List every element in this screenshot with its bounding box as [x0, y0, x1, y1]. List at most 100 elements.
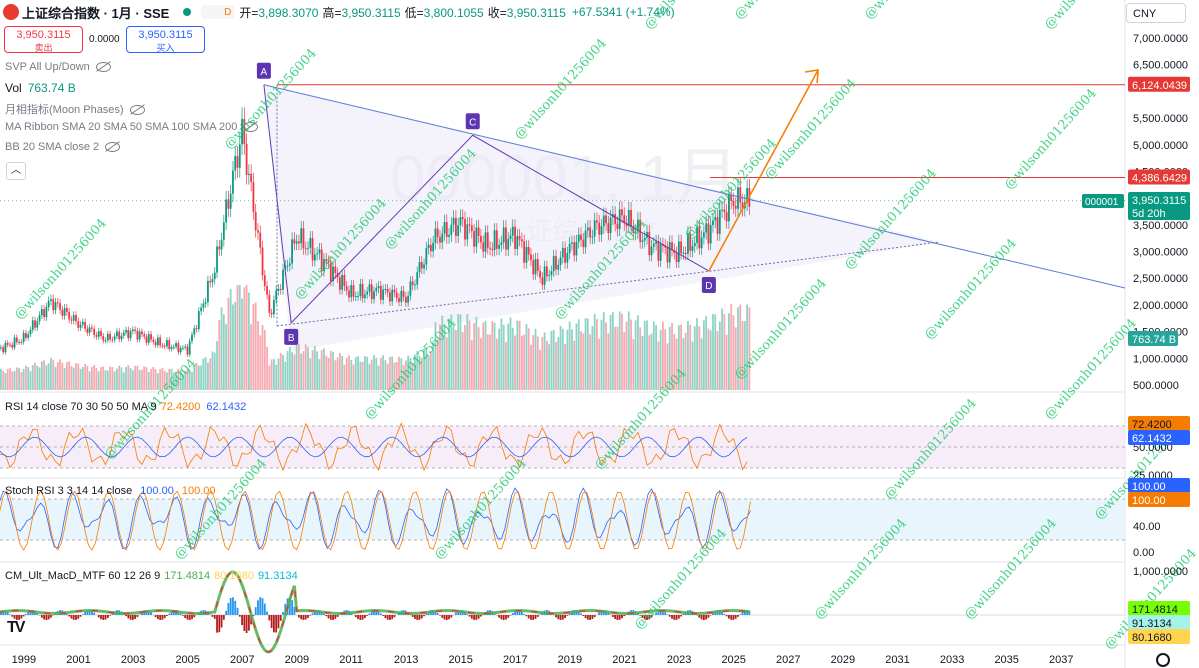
macd-histogram-bar — [582, 615, 585, 616]
price-axis-label: 5,000.0000 — [1133, 140, 1188, 152]
volume-bar — [721, 308, 723, 390]
macd-histogram-bar — [288, 597, 291, 615]
candle-body — [357, 295, 359, 297]
volume-bar — [2, 371, 5, 390]
volume-bar — [500, 318, 503, 390]
candle-body — [168, 340, 171, 350]
candle-body — [659, 244, 662, 261]
macd-histogram-bar — [623, 615, 626, 617]
volume-bar — [730, 304, 733, 390]
indicator-moon-phases[interactable]: 月相指标(Moon Phases) — [5, 101, 145, 117]
svg-text:62.1432: 62.1432 — [1132, 433, 1172, 445]
macd-histogram-bar — [643, 615, 646, 620]
candle-body — [495, 230, 498, 249]
price-axis-label: 2,000.0000 — [1133, 300, 1188, 312]
macd-histogram-bar — [668, 615, 671, 617]
stoch-rsi-legend[interactable]: Stoch RSI 3 3 14 14 close 100.00 100.00 — [5, 485, 216, 497]
volume-bar — [375, 357, 378, 390]
volume-bar — [125, 367, 127, 390]
macd-histogram-bar — [284, 603, 287, 615]
macd-histogram-bar — [234, 600, 237, 615]
macd-histogram-bar — [359, 615, 362, 620]
volume-bar — [737, 307, 739, 390]
volume-bar — [25, 365, 27, 390]
volume-bar — [145, 367, 148, 390]
macd-histogram-bar — [150, 612, 152, 615]
volume-bar — [689, 324, 692, 390]
currency-selector[interactable]: CNY — [1126, 3, 1186, 23]
volume-bar — [486, 334, 489, 390]
eye-hidden-icon[interactable] — [105, 142, 121, 153]
candle-body — [450, 224, 453, 235]
buy-button[interactable]: 3,950.3115 买入 — [126, 26, 205, 53]
macd-histogram-bar — [327, 615, 330, 619]
candle-body — [598, 222, 601, 235]
candle-body — [116, 331, 118, 337]
volume-bar — [243, 287, 246, 390]
volume-bar — [327, 357, 330, 390]
macd-histogram-bar — [448, 615, 450, 620]
symbol-title[interactable]: 上证综合指数 · 1月 · SSE — [22, 5, 170, 21]
volume-bar — [234, 301, 237, 390]
candle-body — [241, 118, 243, 145]
volume-bar — [266, 346, 268, 390]
volume-bar — [72, 367, 75, 390]
time-axis-label: 2029 — [831, 654, 855, 666]
time-axis-label: 2017 — [503, 654, 527, 666]
time-axis-label: 2003 — [121, 654, 145, 666]
volume-bar — [702, 320, 705, 390]
candle-body — [439, 237, 441, 243]
macd-histogram-bar — [614, 615, 617, 619]
chevron-up-icon[interactable]: ︿ — [6, 162, 26, 180]
volume-bar — [395, 361, 398, 390]
volume-bar — [657, 341, 660, 390]
indicator-volume[interactable]: Vol 763.74 B — [5, 81, 76, 95]
volume-bar — [345, 357, 348, 390]
candle-body — [530, 254, 532, 261]
volume-bar — [632, 339, 635, 390]
volume-bar — [97, 371, 100, 390]
volume-bar — [580, 331, 582, 390]
time-axis-label: 2007 — [230, 654, 254, 666]
macd-histogram-bar — [241, 615, 243, 626]
indicator-svp[interactable]: SVP All Up/Down — [5, 61, 111, 73]
ohlc-low: 低=3,800.1055 — [404, 5, 484, 20]
volume-bar — [530, 344, 532, 390]
macd-legend[interactable]: CM_Ult_MacD_MTF 60 12 26 9 171.4814 80.168… — [5, 570, 298, 582]
volume-bar — [441, 315, 444, 390]
candle-body — [323, 259, 325, 271]
eye-hidden-icon[interactable] — [129, 105, 145, 116]
indicator-ma-ribbon[interactable]: MA Ribbon SMA 20 SMA 50 SMA 100 SMA 200 — [5, 121, 259, 133]
volume-bar — [741, 321, 744, 390]
rsi-legend[interactable]: RSI 14 close 70 30 50 50 MA 9 72.4200 62.1… — [5, 401, 247, 413]
volume-bar — [452, 327, 455, 390]
candle-body — [54, 302, 57, 311]
price-axis-label: 6,500.0000 — [1133, 60, 1188, 72]
volume-bar — [593, 313, 596, 390]
volume-bar — [350, 359, 353, 390]
candle-body — [15, 337, 18, 343]
macd-histogram-bar — [577, 611, 580, 615]
sell-button[interactable]: 3,950.3115 卖出 — [4, 26, 83, 53]
svg-text:000001: 000001 — [1085, 197, 1119, 208]
volume-bar — [261, 325, 264, 390]
candle-body — [259, 232, 262, 248]
macd-histogram-bar — [534, 615, 537, 619]
volume-bar — [100, 366, 102, 390]
macd-histogram-bar — [313, 611, 316, 615]
candle-body — [548, 275, 551, 277]
candle-body — [473, 231, 475, 247]
macd-histogram-bar — [589, 615, 592, 620]
eye-hidden-icon[interactable] — [243, 122, 259, 133]
volume-bar — [63, 368, 66, 390]
volume-bar — [598, 338, 601, 390]
abcd-pattern — [263, 84, 710, 324]
indicator-bb[interactable]: BB 20 SMA close 2 — [5, 141, 121, 153]
candle-body — [254, 211, 257, 231]
macd-histogram-bar — [600, 610, 603, 615]
data-mode-badge[interactable]: D — [201, 5, 236, 19]
gear-icon[interactable] — [1156, 653, 1170, 667]
volume-bar — [36, 365, 39, 390]
eye-hidden-icon[interactable] — [95, 62, 111, 73]
